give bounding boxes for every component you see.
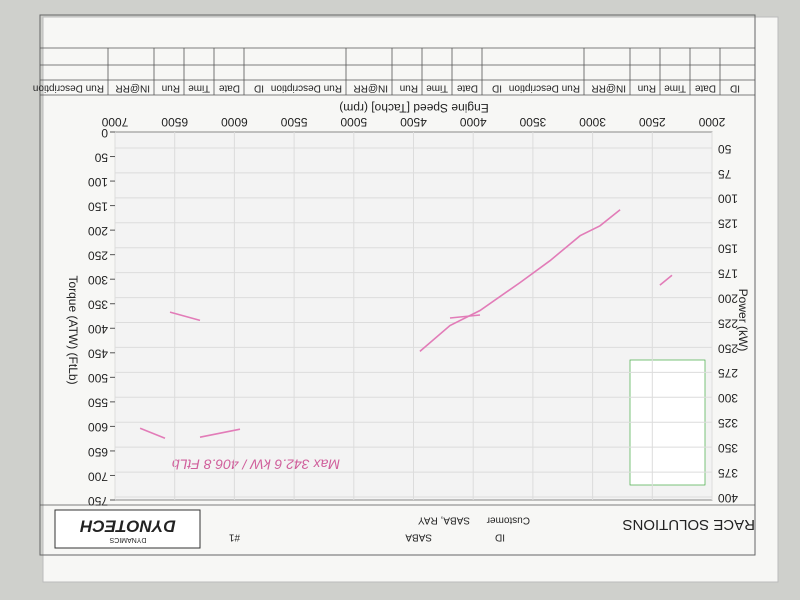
y-tick-label: 175 bbox=[718, 266, 738, 280]
y2-tick-label: 0 bbox=[101, 126, 108, 140]
x-tick-label: 2000 bbox=[698, 115, 725, 129]
y2-tick-label: 400 bbox=[88, 322, 108, 336]
y-tick-label: 75 bbox=[718, 167, 732, 181]
y-tick-label: 300 bbox=[718, 391, 738, 405]
y2-tick-label: 300 bbox=[88, 273, 108, 287]
header-column: IN@RR bbox=[353, 82, 388, 93]
header-column: Time bbox=[664, 82, 686, 93]
sheet: RACE SOLUTIONS Customer SABA, RAY ID SAB… bbox=[33, 14, 779, 583]
header-column: Date bbox=[218, 82, 240, 93]
id: SABA bbox=[405, 531, 432, 542]
header-column: Run bbox=[400, 82, 418, 93]
series-line bbox=[139, 209, 621, 439]
y2-tick-label: 150 bbox=[88, 199, 108, 213]
y2-tick-label: 50 bbox=[94, 150, 108, 164]
y-tick-label: 200 bbox=[718, 291, 738, 305]
y-axis-label: Power (kW) bbox=[736, 289, 750, 352]
header-column: Time bbox=[426, 82, 448, 93]
x-tick-label: 4500 bbox=[400, 115, 427, 129]
y2-tick-label: 100 bbox=[88, 175, 108, 189]
header-column: Time bbox=[188, 82, 210, 93]
x-tick-label: 4000 bbox=[460, 115, 487, 129]
y-tick-label: 250 bbox=[718, 341, 738, 355]
y2-tick-label: 350 bbox=[88, 298, 108, 312]
y2-tick-label: 450 bbox=[88, 347, 108, 361]
y2-tick-label: 550 bbox=[88, 396, 108, 410]
y2-tick-label: 600 bbox=[88, 420, 108, 434]
page-border bbox=[39, 14, 756, 556]
y2-tick-label: 500 bbox=[88, 371, 108, 385]
header-column: Run bbox=[162, 82, 180, 93]
header-column: Run Description bbox=[33, 82, 104, 93]
header-column: ID bbox=[730, 82, 740, 93]
y2-tick-label: 750 bbox=[88, 494, 108, 508]
y2-tick-label: 200 bbox=[88, 224, 108, 238]
x-tick-label: 2500 bbox=[639, 115, 666, 129]
customer-label: Customer bbox=[486, 514, 530, 525]
logo: DYNOTECH bbox=[80, 517, 176, 536]
header-column: IN@RR bbox=[591, 82, 626, 93]
y-tick-label: 275 bbox=[718, 366, 738, 380]
header-column: Run Description bbox=[271, 82, 342, 93]
header-column: Date bbox=[694, 82, 716, 93]
annotation: Max 342.6 kW / 406.8 FtLb bbox=[172, 456, 340, 472]
y-tick-label: 225 bbox=[718, 316, 738, 330]
x-tick-label: 5500 bbox=[280, 115, 307, 129]
y-tick-label: 350 bbox=[718, 441, 738, 455]
run-number: #1 bbox=[228, 531, 240, 542]
logo-box bbox=[54, 509, 201, 549]
y-tick-label: 375 bbox=[718, 466, 738, 480]
header-column: Date bbox=[456, 82, 478, 93]
y-tick-label: 125 bbox=[718, 217, 738, 231]
logo-sub: DYNAMICS bbox=[109, 536, 146, 543]
y-tick-label: 100 bbox=[718, 192, 738, 206]
customer: SABA, RAY bbox=[418, 514, 470, 525]
y-tick-label: 150 bbox=[718, 242, 738, 256]
y-tick-label: 400 bbox=[718, 491, 738, 505]
x-tick-label: 5000 bbox=[340, 115, 367, 129]
x-tick-label: 6000 bbox=[221, 115, 248, 129]
header-column: ID bbox=[254, 82, 264, 93]
id-label: ID bbox=[495, 531, 505, 542]
header-column: Run bbox=[638, 82, 656, 93]
x-tick-label: 6500 bbox=[161, 115, 188, 129]
x-tick-label: 3000 bbox=[579, 115, 606, 129]
x-tick-label: 3500 bbox=[519, 115, 546, 129]
y2-tick-label: 250 bbox=[88, 248, 108, 262]
x-axis-label: Engine Speed [Tacho] (rpm) bbox=[339, 101, 488, 115]
y2-tick-label: 700 bbox=[88, 469, 108, 483]
x-tick-label: 7000 bbox=[101, 115, 128, 129]
header-column: Run Description bbox=[509, 82, 580, 93]
header-column: ID bbox=[492, 82, 502, 93]
y-tick-label: 50 bbox=[718, 142, 732, 156]
company: RACE SOLUTIONS bbox=[622, 516, 755, 533]
y2-tick-label: 650 bbox=[88, 445, 108, 459]
y2-axis-label: Torque (ATW) (FtLb) bbox=[66, 275, 80, 384]
y-tick-label: 325 bbox=[718, 416, 738, 430]
header-column: IN@RR bbox=[115, 82, 150, 93]
